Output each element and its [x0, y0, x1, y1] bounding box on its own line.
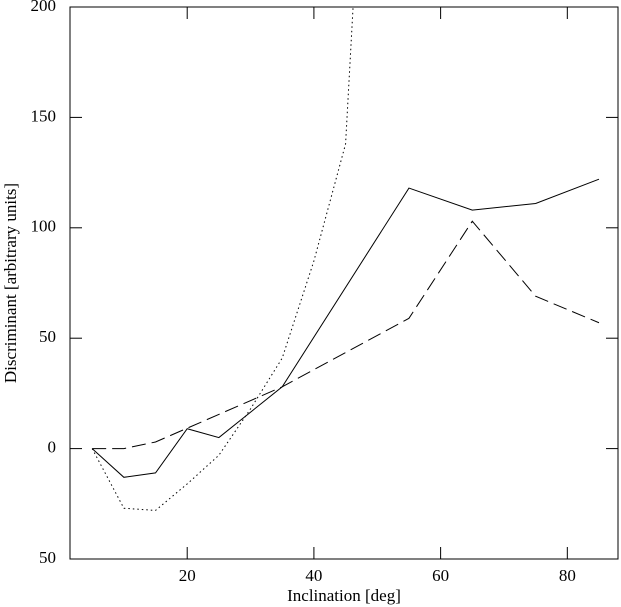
y-axis-label: Discriminant [arbitrary units]	[1, 183, 20, 383]
x-tick-label: 80	[559, 566, 576, 585]
plot-lines	[91, 7, 600, 511]
y-tick-label: 50	[39, 327, 56, 346]
series-line	[91, 178, 600, 478]
plot-frame	[69, 6, 619, 560]
y-tick-label: 100	[31, 217, 57, 236]
series-line	[92, 220, 600, 450]
series-line	[91, 7, 354, 511]
y-tick-label: 150	[31, 106, 57, 125]
y-tick-label: 200	[31, 0, 57, 15]
x-tick-label: 60	[432, 566, 449, 585]
y-tick-label: 0	[48, 438, 57, 457]
x-axis-label: Inclination [deg]	[287, 586, 401, 605]
y-tick-label: 50	[39, 548, 56, 567]
x-tick-label: 20	[179, 566, 196, 585]
x-tick-label: 40	[305, 566, 322, 585]
